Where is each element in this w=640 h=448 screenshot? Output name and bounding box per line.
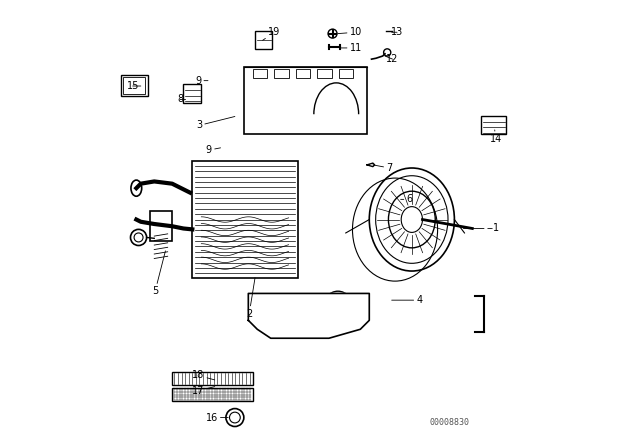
Polygon shape — [248, 293, 369, 338]
Text: 00008830: 00008830 — [430, 418, 470, 426]
Bar — [172, 388, 253, 401]
Text: 7: 7 — [373, 163, 392, 173]
Bar — [244, 67, 367, 134]
Bar — [121, 75, 148, 96]
Bar — [317, 69, 332, 78]
Text: 11: 11 — [341, 43, 362, 53]
Bar — [296, 69, 310, 78]
Bar — [253, 69, 267, 78]
Text: 15: 15 — [127, 81, 141, 91]
Text: 6: 6 — [401, 194, 413, 204]
Bar — [339, 69, 353, 78]
Text: --1: --1 — [463, 224, 500, 233]
Text: 8: 8 — [177, 95, 186, 104]
Text: 3: 3 — [196, 116, 235, 130]
Bar — [150, 211, 172, 241]
Text: 9: 9 — [206, 145, 221, 155]
Bar — [192, 161, 298, 278]
Text: 18: 18 — [192, 370, 215, 380]
Text: 13: 13 — [391, 27, 403, 37]
Text: 5: 5 — [152, 251, 165, 296]
Bar — [255, 31, 272, 49]
Text: 16: 16 — [205, 413, 228, 422]
Text: 12: 12 — [385, 54, 399, 64]
Bar — [184, 84, 202, 103]
Bar — [172, 372, 253, 385]
Text: 9: 9 — [195, 76, 208, 86]
Text: 17: 17 — [192, 386, 215, 396]
Text: 4: 4 — [392, 295, 422, 305]
Text: 2: 2 — [246, 278, 255, 319]
Text: 14: 14 — [490, 130, 502, 144]
Ellipse shape — [401, 207, 422, 233]
Text: 19: 19 — [262, 27, 280, 40]
Bar — [481, 116, 506, 134]
Bar — [275, 69, 289, 78]
Bar — [123, 77, 145, 94]
Text: 10: 10 — [338, 27, 362, 37]
